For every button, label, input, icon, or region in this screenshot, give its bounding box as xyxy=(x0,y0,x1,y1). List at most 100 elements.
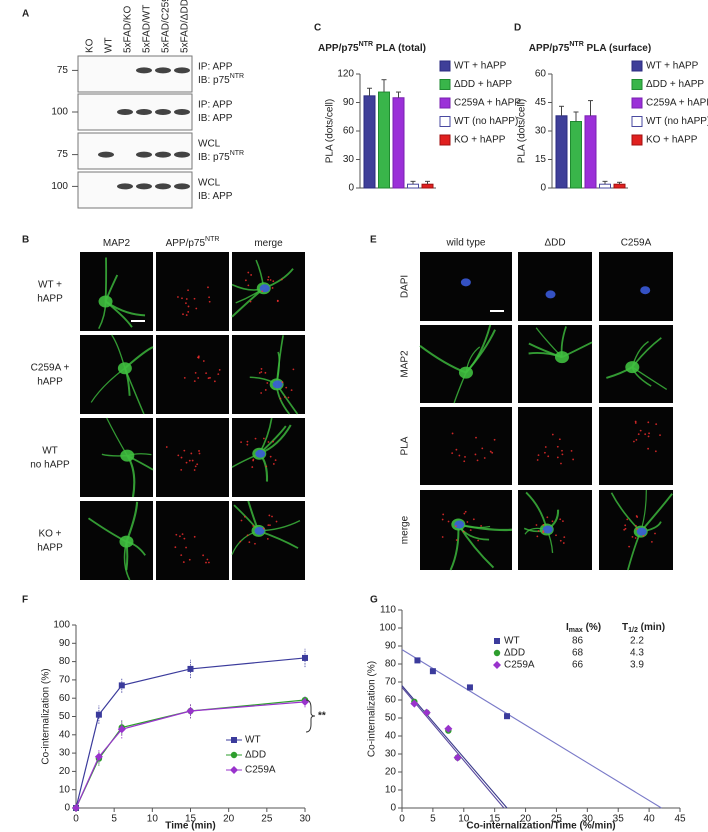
micrograph xyxy=(156,335,229,414)
pla-dot xyxy=(180,468,183,471)
marker xyxy=(422,708,431,717)
pla-dot xyxy=(654,532,656,535)
pla-dot xyxy=(269,279,272,281)
chart-title-part: APP/p75 xyxy=(318,43,359,54)
pla-dot xyxy=(572,458,575,461)
row-label: WT xyxy=(42,446,58,457)
pla-dot xyxy=(260,368,263,370)
row-label: no hAPP xyxy=(30,460,70,471)
y-tick-label: 60 xyxy=(343,126,355,137)
pla-dot xyxy=(218,369,221,371)
pla-dot xyxy=(272,440,274,443)
blot-label: IB: p75NTR xyxy=(198,73,244,85)
column-header-part: merge xyxy=(254,238,283,249)
pla-dot xyxy=(480,524,483,527)
y-tick-label: 80 xyxy=(59,656,71,667)
neurite xyxy=(104,257,108,302)
x-tick-label: 5 xyxy=(111,814,117,825)
y-tick-label: 30 xyxy=(343,154,355,165)
pla-dot xyxy=(536,459,539,461)
pla-dot xyxy=(258,372,261,374)
mw-label: 75 xyxy=(57,65,69,76)
pla-dot xyxy=(248,541,251,544)
y-axis-label: Co-internalization (%) xyxy=(367,661,378,757)
micrograph xyxy=(518,407,592,485)
pla-dot xyxy=(483,457,486,459)
legend-swatch xyxy=(631,116,643,127)
pla-dot xyxy=(254,437,257,440)
row-label: hAPP xyxy=(37,543,63,554)
pla-dot xyxy=(193,469,196,471)
marker xyxy=(94,752,103,761)
pla-dot xyxy=(188,459,191,462)
pla-dot xyxy=(542,531,545,534)
y-tick-label: 110 xyxy=(380,605,396,616)
pla-dot xyxy=(180,456,183,459)
y-tick-label: 0 xyxy=(390,803,396,814)
pla-dot xyxy=(493,438,496,441)
pla-dot xyxy=(246,534,249,537)
pla-dot xyxy=(559,539,562,542)
pla-dot xyxy=(623,528,626,531)
x-tick-label: 25 xyxy=(261,814,273,825)
pla-dot xyxy=(292,368,295,371)
marker xyxy=(429,668,436,675)
x-tick-label: 35 xyxy=(613,814,625,825)
table-header-part: 1/2 xyxy=(628,627,638,634)
fit-line xyxy=(401,649,662,809)
micrograph xyxy=(420,325,512,403)
table-cell: 4.3 xyxy=(630,648,644,659)
micrograph xyxy=(599,407,673,485)
bar xyxy=(378,91,390,189)
pla-dot xyxy=(547,455,550,458)
pla-dot xyxy=(272,280,275,283)
series-line xyxy=(75,699,306,809)
y-tick-label: 60 xyxy=(535,69,547,80)
pla-dot xyxy=(266,382,269,384)
pla-dot xyxy=(637,433,640,436)
column-header: APP/p75NTR xyxy=(166,236,220,248)
chart-title: APP/p75NTR PLA (total) xyxy=(318,41,426,53)
pla-dot xyxy=(267,276,270,278)
nucleus xyxy=(460,278,471,287)
legend-label: ΔDD xyxy=(504,648,525,659)
x-axis-label: Time (min) xyxy=(165,821,215,832)
marker xyxy=(453,753,462,762)
pla-dot xyxy=(208,300,211,303)
pla-dot xyxy=(249,300,252,303)
pla-dot xyxy=(451,432,454,435)
pla-dot xyxy=(195,307,198,310)
pla-dot xyxy=(269,524,271,527)
pla-dot xyxy=(281,381,284,384)
pla-dot xyxy=(535,524,538,526)
pla-dot xyxy=(636,528,638,530)
pla-dot xyxy=(544,451,546,454)
pla-dot xyxy=(197,355,200,358)
marker xyxy=(504,713,511,720)
pla-dot xyxy=(561,453,564,456)
pla-dot xyxy=(537,454,540,457)
pla-dot xyxy=(555,534,557,537)
pla-dot xyxy=(464,510,467,513)
pla-dot xyxy=(183,537,186,540)
soma xyxy=(120,449,135,462)
y-tick-label: 90 xyxy=(385,641,397,652)
bar xyxy=(407,183,419,189)
pla-dot xyxy=(644,433,647,436)
pla-dot xyxy=(628,545,631,548)
legend-swatch xyxy=(439,79,451,90)
blot-label: IB: p75NTR xyxy=(198,150,244,162)
row-label: KO + xyxy=(38,529,61,540)
pla-dot xyxy=(458,454,461,457)
legend-label: ΔDD xyxy=(245,750,266,761)
pla-dot xyxy=(536,535,539,538)
column-header: C259A xyxy=(621,238,652,249)
blot-label: WCL xyxy=(198,139,221,150)
blot-band xyxy=(117,109,133,115)
blot-label-part: IB: p75 xyxy=(198,152,230,163)
marker xyxy=(410,699,419,708)
blot-band xyxy=(117,183,133,190)
pla-dot xyxy=(280,278,283,281)
marker xyxy=(493,649,501,657)
pla-dot xyxy=(243,515,246,518)
